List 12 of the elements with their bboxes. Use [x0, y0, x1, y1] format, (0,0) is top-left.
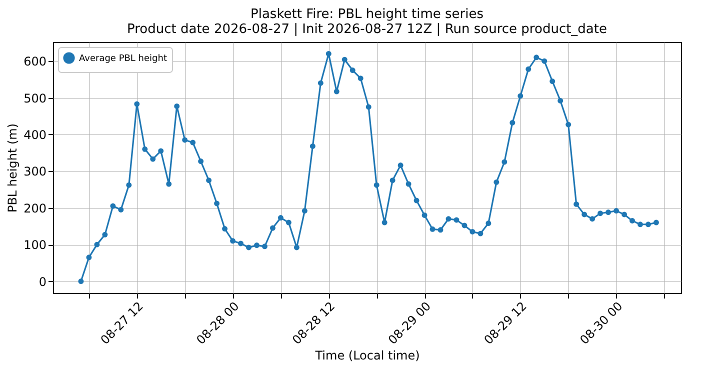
y-tick-label: 0	[38, 274, 46, 289]
y-tick-label: 200	[24, 201, 46, 216]
legend-label: Average PBL height	[79, 54, 168, 64]
chart-subtitle: Product date 2026-08-27 | Init 2026-08-27 12Z | Run source product_date	[127, 22, 607, 37]
y-tick-label: 500	[24, 91, 46, 106]
chart-title: Plaskett Fire: PBL height time series	[250, 7, 484, 22]
y-tick-label: 600	[24, 54, 46, 69]
y-axis-title: PBL height (m)	[6, 123, 20, 213]
y-tick-label: 100	[24, 238, 46, 252]
y-tick-label: 300	[24, 164, 46, 179]
y-tick-label: 400	[24, 128, 46, 142]
x-axis-title: Time (Local time)	[314, 348, 420, 362]
